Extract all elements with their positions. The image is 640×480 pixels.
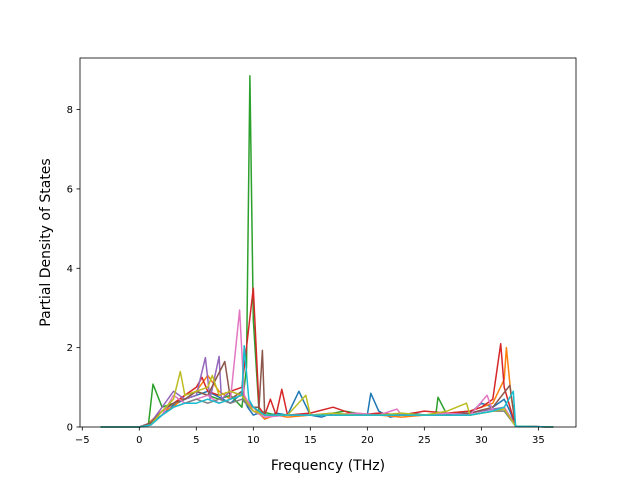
y-tick-label: 0 [67, 423, 73, 434]
x-tick-label: 35 [532, 435, 545, 446]
y-tick-label: 4 [67, 264, 73, 275]
y-axis: 0 2 4 6 8 [67, 105, 80, 434]
x-tick-label: 0 [136, 435, 142, 446]
series-layer [100, 75, 554, 428]
x-tick-label: 15 [304, 435, 317, 446]
x-tick-label: −5 [75, 435, 90, 446]
x-tick-label: 10 [247, 435, 260, 446]
x-tick-label: 25 [418, 435, 431, 446]
plot-frame [79, 57, 577, 428]
x-tick-label: 5 [193, 435, 199, 446]
x-axis-label: Frequency (THz) [271, 458, 385, 474]
y-axis-label: Partial Density of States [38, 158, 54, 326]
series-line-10 [100, 344, 554, 428]
y-tick-label: 2 [67, 343, 73, 354]
x-tick-label: 20 [361, 435, 374, 446]
x-axis: −5 0 5 10 15 20 25 30 35 [75, 427, 545, 446]
y-tick-label: 8 [67, 105, 73, 116]
x-tick-label: 30 [475, 435, 488, 446]
y-tick-label: 6 [67, 184, 73, 195]
